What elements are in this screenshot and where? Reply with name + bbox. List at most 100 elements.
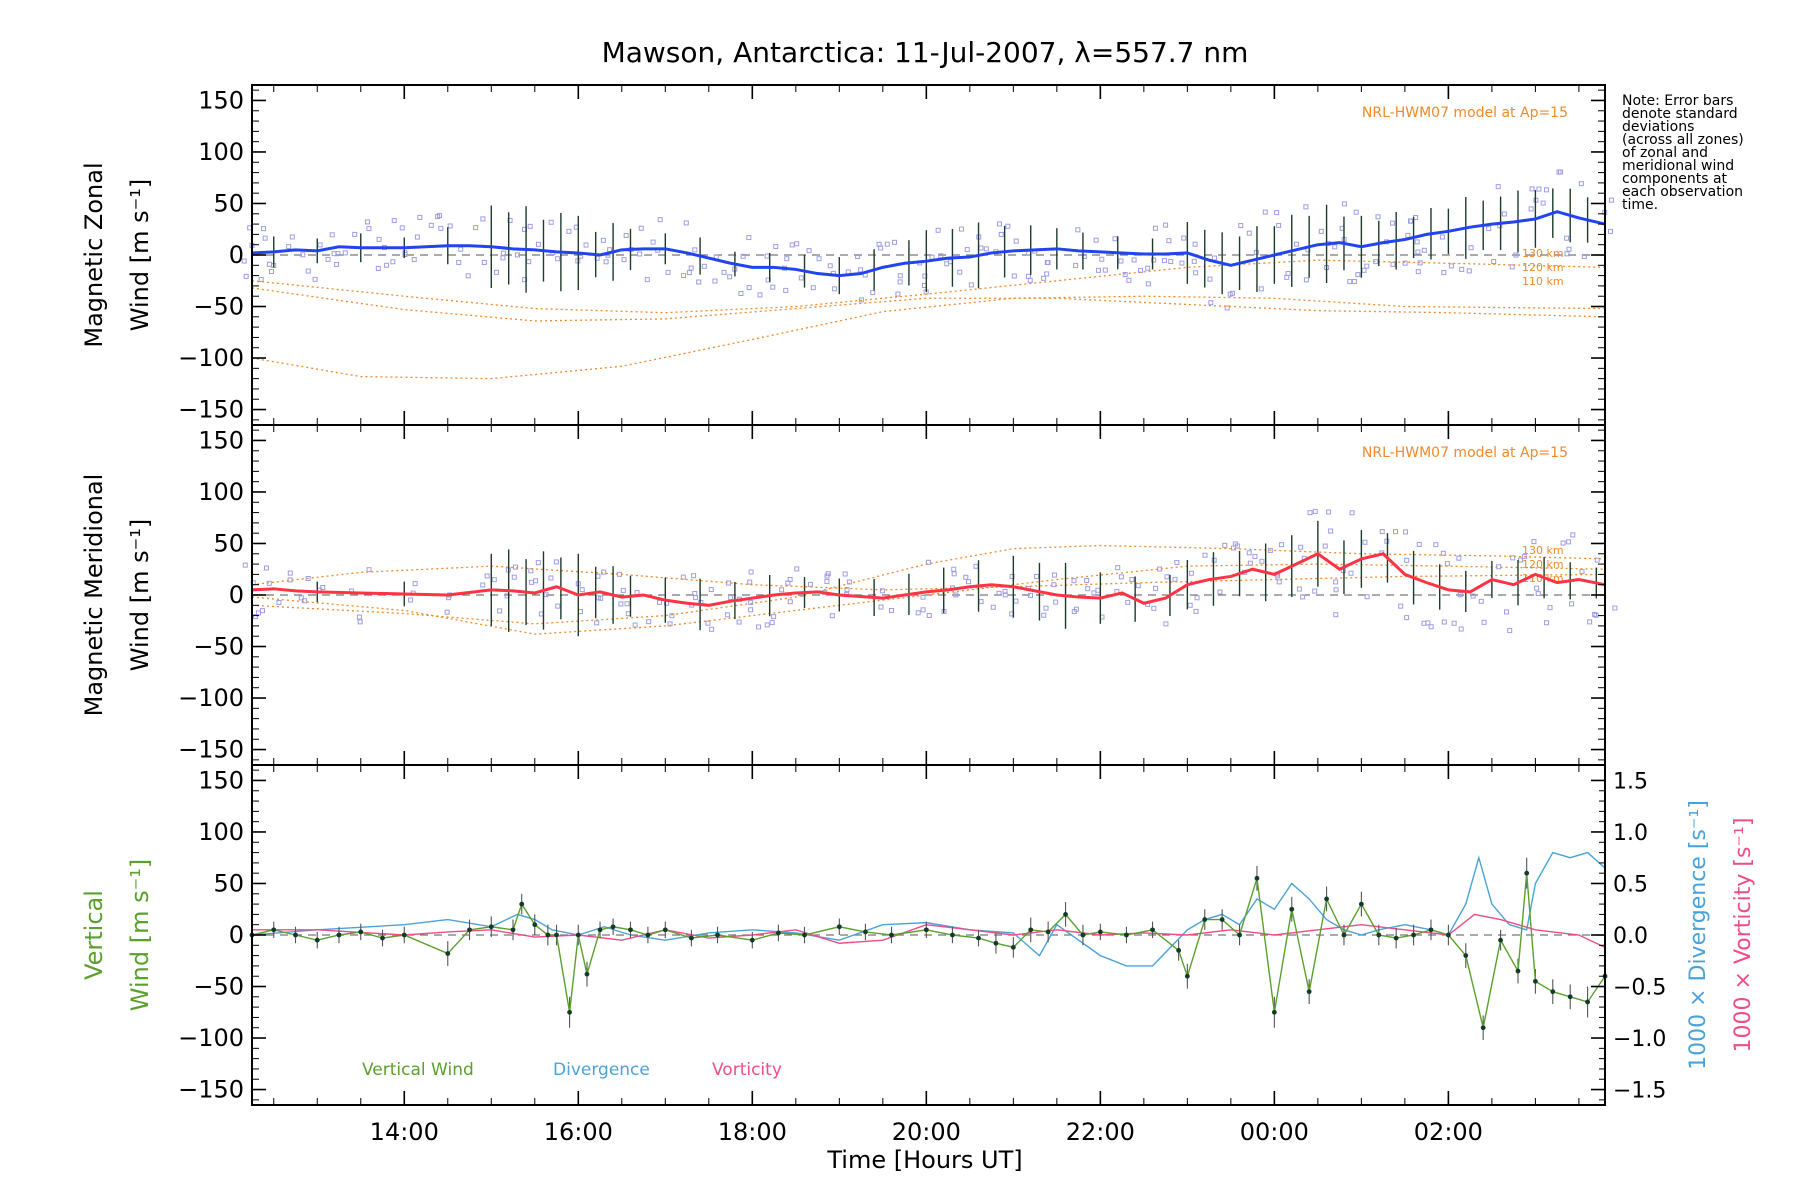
zone-point bbox=[286, 244, 292, 250]
zone-point bbox=[727, 274, 733, 280]
zone-point bbox=[1416, 541, 1422, 547]
zone-point bbox=[1053, 599, 1059, 605]
zone-point bbox=[1298, 544, 1304, 550]
zone-point bbox=[1448, 263, 1454, 269]
vertical-point bbox=[993, 940, 999, 946]
zone-point bbox=[748, 600, 754, 606]
zone-point bbox=[1303, 277, 1309, 283]
zone-point bbox=[484, 573, 490, 579]
zone-point bbox=[964, 247, 970, 253]
zone-point bbox=[644, 277, 650, 283]
zone-point bbox=[325, 256, 331, 262]
vertical-point bbox=[950, 932, 955, 938]
chart-title: Mawson, Antarctica: 11-Jul-2007, λ=557.7… bbox=[602, 36, 1249, 69]
zone-point bbox=[412, 581, 418, 587]
vertical-point bbox=[688, 935, 694, 941]
zone-point bbox=[1312, 508, 1318, 514]
zone-point bbox=[1348, 570, 1354, 576]
y-tick-label: −50 bbox=[193, 293, 244, 321]
model-title: NRL-HWM07 model at Ap=15 bbox=[1362, 105, 1568, 121]
y-tick-label: 150 bbox=[198, 86, 244, 114]
x-tick-label: 14:00 bbox=[370, 1118, 439, 1146]
zone-point bbox=[1293, 241, 1299, 247]
vertical-point bbox=[336, 932, 342, 938]
model-label-130-km: 130 km bbox=[1522, 544, 1564, 557]
zone-point bbox=[891, 239, 897, 245]
zone-point bbox=[1112, 236, 1118, 242]
x-tick-label: 00:00 bbox=[1240, 1118, 1309, 1146]
zone-point bbox=[632, 622, 638, 628]
zone-point bbox=[465, 273, 471, 279]
y-axis-label-line1: Magnetic Meridional bbox=[80, 474, 108, 717]
zone-point bbox=[953, 592, 959, 598]
zone-point bbox=[764, 253, 770, 259]
zone-point bbox=[1351, 278, 1357, 284]
vertical-point bbox=[1254, 875, 1260, 881]
zone-point bbox=[447, 223, 453, 229]
zone-point bbox=[1276, 579, 1282, 585]
zone-point bbox=[262, 235, 268, 241]
zone-point bbox=[1403, 529, 1409, 535]
y-tick-label: −150 bbox=[178, 1076, 244, 1104]
zone-point bbox=[1188, 570, 1194, 576]
zone-point bbox=[1194, 595, 1200, 601]
zone-point bbox=[806, 248, 812, 254]
vertical-point bbox=[749, 937, 755, 943]
zone-point bbox=[773, 244, 779, 250]
right-tick-label: −1.0 bbox=[1613, 1027, 1666, 1052]
zone-point bbox=[1095, 587, 1101, 593]
zone-point bbox=[414, 234, 420, 240]
zone-point bbox=[1390, 261, 1396, 267]
zone-point bbox=[779, 587, 785, 593]
zone-point bbox=[816, 256, 822, 262]
zone-point bbox=[417, 214, 423, 220]
vertical-point bbox=[610, 924, 616, 930]
zone-point bbox=[683, 220, 689, 226]
zone-point bbox=[680, 574, 686, 580]
zone-point bbox=[1478, 598, 1484, 604]
vertical-point bbox=[1063, 911, 1068, 917]
y-tick-label: −150 bbox=[178, 736, 244, 764]
zone-point bbox=[618, 601, 624, 607]
zone-point bbox=[769, 620, 775, 626]
zone-point bbox=[1163, 222, 1169, 228]
vertical-point bbox=[836, 924, 842, 930]
zone-point bbox=[1428, 624, 1434, 630]
zone-point bbox=[1390, 220, 1396, 226]
zone-point bbox=[512, 564, 518, 570]
zone-point bbox=[298, 595, 304, 601]
zone-point bbox=[566, 228, 572, 234]
x-tick-label: 16:00 bbox=[544, 1118, 613, 1146]
zone-point bbox=[1091, 590, 1097, 596]
y-tick-label: 100 bbox=[198, 138, 244, 166]
zone-point bbox=[878, 604, 884, 610]
zone-point bbox=[1333, 612, 1339, 618]
zone-point bbox=[1513, 252, 1519, 258]
zone-point bbox=[480, 216, 486, 222]
model-curve-120-km bbox=[251, 563, 1606, 635]
zone-point bbox=[428, 222, 434, 228]
zone-point bbox=[1274, 210, 1280, 216]
zone-point bbox=[1099, 256, 1105, 262]
divergence-axis-label: 1000 × Divergence [s⁻¹] bbox=[1686, 800, 1711, 1070]
vorticity-axis-label: 1000 × Vorticity [s⁻¹] bbox=[1731, 818, 1756, 1053]
zone-point bbox=[990, 604, 996, 610]
zone-point bbox=[1457, 592, 1463, 598]
zone-point bbox=[1326, 509, 1332, 515]
vertical-point bbox=[1289, 906, 1295, 912]
zone-point bbox=[1491, 259, 1497, 265]
zone-point bbox=[712, 278, 718, 284]
model-label-120-km: 120 km bbox=[1522, 558, 1564, 571]
zone-point bbox=[1258, 286, 1264, 292]
zone-point bbox=[1521, 554, 1527, 560]
zone-point bbox=[708, 587, 714, 593]
zone-point bbox=[1168, 258, 1174, 264]
zone-point bbox=[1181, 235, 1187, 241]
zone-point bbox=[1534, 585, 1540, 591]
zone-point bbox=[1405, 232, 1411, 238]
model-label-110-km: 110 km bbox=[1522, 275, 1564, 288]
zone-point bbox=[1414, 239, 1420, 245]
zone-point bbox=[1355, 272, 1361, 278]
zone-point bbox=[1044, 260, 1050, 266]
zone-point bbox=[736, 619, 742, 625]
